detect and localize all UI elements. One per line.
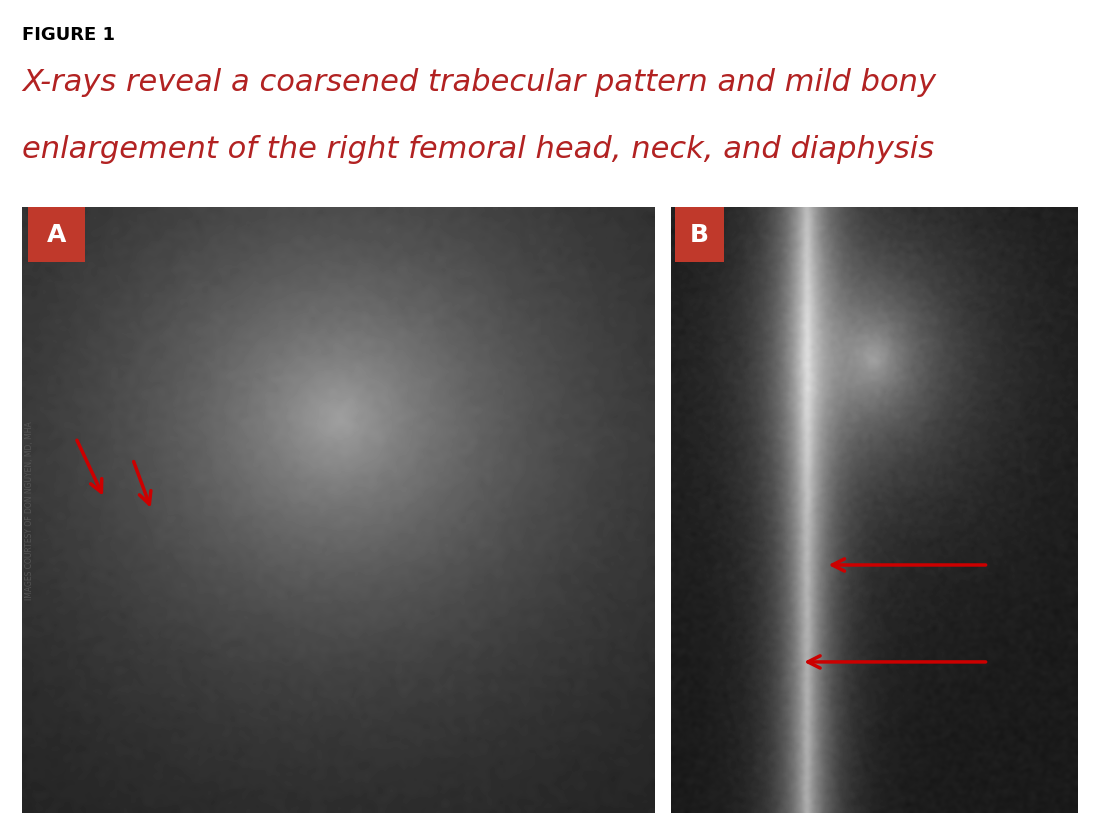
Text: IMAGES COURTESY OF DON NGUYEN, MD, MHA: IMAGES COURTESY OF DON NGUYEN, MD, MHA <box>25 421 34 600</box>
Text: B: B <box>690 222 710 247</box>
Text: enlargement of the right femoral head, neck, and diaphysis: enlargement of the right femoral head, n… <box>22 135 934 164</box>
Text: X-rays reveal a coarsened trabecular pattern and mild bony: X-rays reveal a coarsened trabecular pat… <box>22 68 936 97</box>
Bar <box>675 208 724 262</box>
Text: FIGURE 1: FIGURE 1 <box>22 26 115 44</box>
Bar <box>29 208 86 262</box>
Text: A: A <box>47 222 66 247</box>
